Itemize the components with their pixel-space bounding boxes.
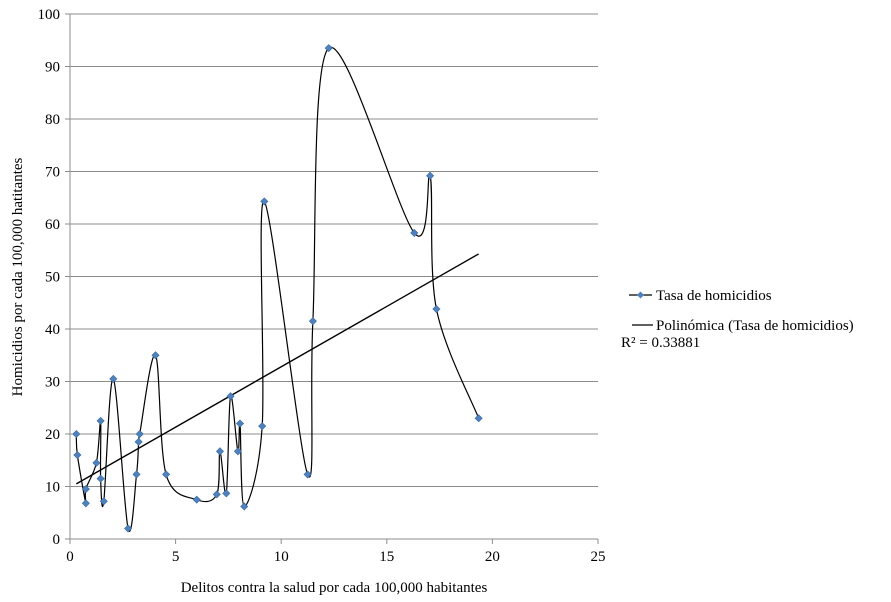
data-point-27 — [324, 44, 333, 53]
y-tick-label-60: 60 — [45, 217, 60, 233]
series-line — [75, 46, 480, 532]
y-tick-label-10: 10 — [45, 480, 60, 496]
series-points — [72, 44, 483, 533]
data-point-29 — [426, 171, 435, 180]
data-point-20 — [233, 447, 242, 456]
data-point-5 — [96, 416, 105, 425]
data-point-18 — [222, 489, 231, 498]
data-point-17 — [215, 447, 224, 456]
x-tick-labels: 0 5 10 15 20 25 — [66, 549, 605, 565]
x-tick-label-25: 25 — [591, 549, 606, 565]
y-tick-labels: 0 10 20 30 40 50 60 70 80 90 100 — [38, 7, 61, 548]
y-tick-label-0: 0 — [53, 532, 61, 548]
data-point-4 — [92, 458, 101, 467]
data-point-30 — [432, 305, 441, 314]
y-tick-label-50: 50 — [45, 270, 60, 286]
legend: Tasa de homicidios Polinómica (Tasa de h… — [621, 288, 854, 351]
y-tick-label-100: 100 — [38, 7, 61, 23]
data-point-26 — [308, 317, 317, 326]
x-axis-title: Delitos contra la salud por cada 100,000… — [181, 580, 488, 596]
data-point-7 — [99, 497, 108, 506]
data-point-31 — [474, 414, 483, 423]
data-point-16 — [212, 490, 221, 499]
x-tick-label-20: 20 — [485, 549, 500, 565]
grid-lines — [70, 13, 598, 487]
data-point-9 — [124, 524, 133, 533]
data-point-10 — [132, 470, 141, 479]
y-axis-title: Homicidios por cada 100,000 hatitantes — [10, 157, 26, 396]
trendline — [75, 253, 480, 485]
data-point-22 — [240, 502, 249, 511]
data-point-28 — [410, 228, 419, 237]
data-point-2 — [81, 499, 90, 508]
legend-label-trendline: Polinómica (Tasa de homicidios) — [656, 318, 854, 334]
data-point-12 — [135, 429, 144, 439]
series-curve — [75, 46, 480, 532]
data-point-15 — [192, 495, 201, 504]
data-point-6 — [96, 474, 105, 483]
data-point-11 — [134, 437, 143, 446]
y-tick-label-40: 40 — [45, 322, 60, 338]
data-point-3 — [81, 485, 90, 494]
data-point-23 — [258, 422, 267, 431]
data-point-14 — [162, 470, 171, 479]
y-tick-label-80: 80 — [45, 112, 60, 128]
y-tick-label-90: 90 — [45, 60, 60, 76]
x-tick-label-15: 15 — [379, 549, 394, 565]
axes — [65, 13, 599, 544]
x-tick-label-0: 0 — [66, 549, 74, 565]
x-tick-label-10: 10 — [274, 549, 289, 565]
y-tick-label-30: 30 — [45, 375, 60, 391]
data-point-19 — [226, 392, 235, 401]
data-point-21 — [235, 419, 245, 428]
data-point-24 — [260, 197, 269, 206]
trendline-line — [75, 253, 480, 485]
x-tick-label-5: 5 — [172, 549, 180, 565]
data-point-1 — [73, 450, 82, 460]
legend-r-squared: R² = 0.33881 — [621, 335, 700, 351]
legend-label-series: Tasa de homicidios — [656, 288, 772, 304]
y-tick-label-70: 70 — [45, 165, 60, 181]
data-point-25 — [303, 470, 312, 479]
data-point-8 — [109, 374, 118, 383]
data-point-0 — [72, 429, 81, 439]
data-point-13 — [151, 351, 160, 360]
y-tick-label-20: 20 — [45, 427, 60, 443]
legend-marker-diamond — [637, 291, 644, 299]
